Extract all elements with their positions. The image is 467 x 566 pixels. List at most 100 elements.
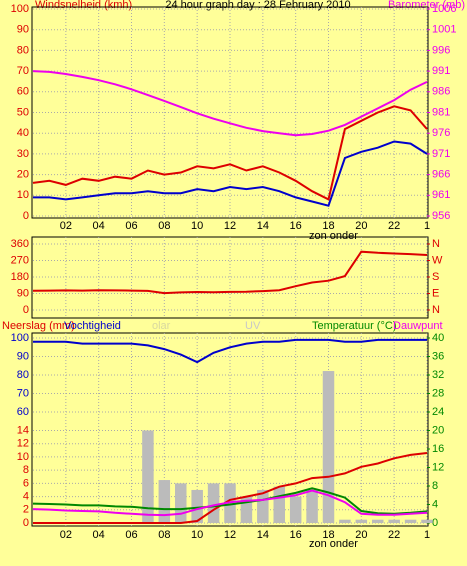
y-tick-label: N — [432, 238, 440, 250]
rain-axis-label: Neerslag (mm) — [2, 320, 75, 332]
y-tick-label: 100 — [11, 332, 29, 344]
x-tick-label: 02 — [60, 529, 72, 541]
barometer-axis-label: Barometer (mb) — [388, 0, 465, 11]
x-tick-label: 08 — [158, 529, 170, 541]
x-tick-label: 10 — [191, 529, 203, 541]
y-tick-label: 80 — [17, 44, 29, 56]
y-tick-label: 0 — [23, 517, 29, 529]
y-tick-label: 90 — [17, 24, 29, 36]
x-tick-label: 06 — [125, 220, 137, 232]
x-tick-label: 10 — [191, 220, 203, 232]
annotation: zon onder — [309, 538, 358, 550]
y-tick-label: 8 — [432, 480, 438, 492]
x-tick-label: 22 — [388, 529, 400, 541]
y-tick-label: 28 — [432, 387, 444, 399]
y-tick-label: 80 — [17, 369, 29, 381]
y-tick-label: 0 — [432, 517, 438, 529]
x-tick-label: 08 — [158, 220, 170, 232]
y-tick-label: 90 — [17, 350, 29, 362]
y-tick-label: 966 — [432, 169, 450, 181]
y-tick-label: 0 — [23, 304, 29, 316]
y-tick-label: 32 — [432, 369, 444, 381]
bar — [322, 371, 335, 523]
bar — [339, 519, 351, 523]
y-tick-label: 20 — [17, 169, 29, 181]
bar — [306, 489, 318, 523]
y-tick-label: 971 — [432, 148, 450, 160]
bar — [207, 483, 220, 523]
bar — [388, 519, 400, 523]
y-tick-label: 4 — [432, 498, 438, 510]
bar — [240, 496, 253, 523]
y-tick-label: 30 — [17, 148, 29, 160]
y-tick-label: 20 — [432, 424, 444, 436]
x-tick-label: 20 — [355, 220, 367, 232]
y-tick-label: 1001 — [432, 24, 456, 36]
y-tick-label: 40 — [432, 332, 444, 344]
series-line — [33, 452, 428, 524]
y-tick-label: 90 — [17, 287, 29, 299]
y-tick-label: 10 — [17, 189, 29, 201]
dewpoint-label: Dauwpunt — [393, 320, 443, 332]
x-tick-label: 16 — [290, 220, 302, 232]
x-tick-label: 16 — [290, 529, 302, 541]
y-tick-label: E — [432, 287, 439, 299]
bar — [142, 430, 154, 523]
bar — [355, 519, 368, 523]
x-tick-label: 20 — [355, 529, 367, 541]
temperature-axis-label: Temperatuur (°C) — [312, 320, 396, 332]
x-tick-label: 14 — [257, 529, 269, 541]
x-tick-label: 14 — [257, 220, 269, 232]
y-tick-label: 40 — [17, 127, 29, 139]
series-line — [33, 140, 428, 207]
y-tick-label: 16 — [432, 443, 444, 455]
x-tick-label: 02 — [60, 220, 72, 232]
y-tick-label: 24 — [432, 406, 444, 418]
y-tick-label: N — [432, 304, 440, 316]
y-tick-label: 100 — [11, 3, 29, 15]
y-tick-label: 2 — [23, 504, 29, 516]
y-tick-label: 70 — [17, 65, 29, 77]
y-tick-label: 60 — [17, 86, 29, 98]
bar — [404, 519, 417, 523]
y-tick-label: 270 — [11, 254, 29, 266]
humidity-axis-label: Vochtigheid — [64, 320, 121, 332]
wind-axis-label: Windsnelheid (kmh) — [35, 0, 132, 11]
y-tick-label: S — [432, 271, 439, 283]
y-tick-label: 360 — [11, 238, 29, 250]
x-tick-label: 1 — [424, 220, 430, 232]
bar — [289, 496, 302, 523]
y-tick-label: 986 — [432, 86, 450, 98]
bar — [257, 489, 269, 523]
x-tick-label: 12 — [224, 529, 236, 541]
x-tick-label: 12 — [224, 220, 236, 232]
y-tick-label: 70 — [17, 387, 29, 399]
y-tick-label: 991 — [432, 65, 450, 77]
x-tick-label: 22 — [388, 220, 400, 232]
chart-title: 24 hour graph day : 28 February 2010 — [165, 0, 350, 11]
y-tick-label: 996 — [432, 44, 450, 56]
y-tick-label: 6 — [23, 477, 29, 489]
y-tick-label: 1006 — [432, 3, 456, 15]
series-line — [32, 489, 428, 517]
y-tick-label: 961 — [432, 189, 450, 201]
y-tick-label: 60 — [17, 406, 29, 418]
x-tick-label: 04 — [93, 220, 105, 232]
series-line — [32, 487, 428, 515]
annotation: zon onder — [309, 230, 358, 242]
x-tick-label: 18 — [322, 529, 334, 541]
bar — [158, 480, 171, 523]
x-tick-label: 18 — [322, 220, 334, 232]
series-line — [33, 338, 427, 364]
series-line — [32, 250, 428, 295]
series-line — [32, 70, 428, 137]
bar — [191, 489, 203, 523]
bar — [372, 519, 384, 523]
y-tick-label: 8 — [23, 464, 29, 476]
bar — [273, 486, 285, 523]
y-tick-label: 12 — [17, 438, 29, 450]
y-tick-label: 0 — [23, 210, 29, 222]
y-tick-label: 50 — [17, 106, 29, 118]
y-tick-label: 36 — [432, 350, 444, 362]
y-tick-label: 10 — [17, 451, 29, 463]
